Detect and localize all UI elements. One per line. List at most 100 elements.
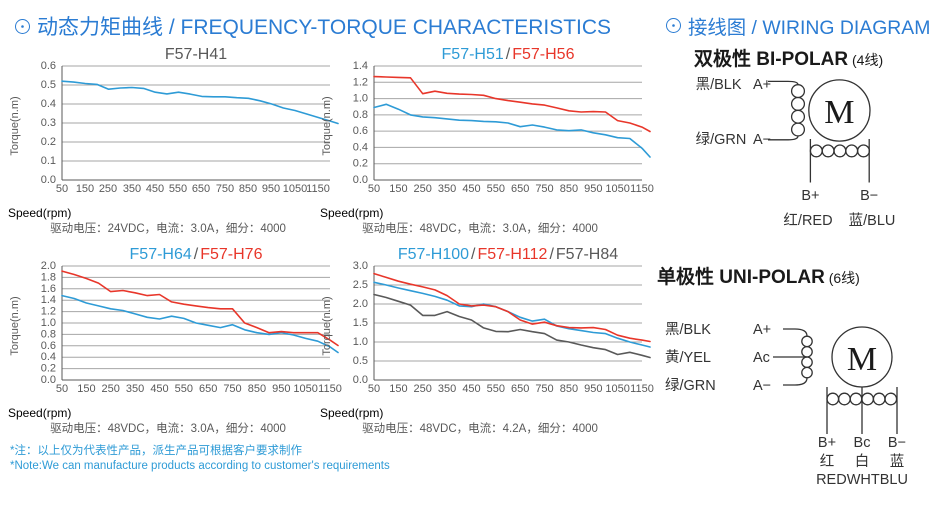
- svg-text:350: 350: [123, 183, 141, 195]
- svg-text:绿/GRN: 绿/GRN: [696, 131, 747, 148]
- svg-text:50: 50: [56, 383, 68, 395]
- svg-text:绿/GRN: 绿/GRN: [665, 377, 716, 394]
- svg-text:1.2: 1.2: [41, 306, 56, 318]
- svg-text:1.2: 1.2: [353, 76, 368, 88]
- svg-text:950: 950: [262, 183, 280, 195]
- svg-text:450: 450: [146, 183, 164, 195]
- svg-text:0.0: 0.0: [353, 174, 368, 186]
- svg-text:1.4: 1.4: [41, 294, 56, 306]
- svg-text:850: 850: [560, 183, 578, 195]
- svg-text:1150: 1150: [630, 383, 654, 395]
- svg-text:450: 450: [462, 183, 480, 195]
- svg-text:1.8: 1.8: [41, 271, 56, 283]
- svg-text:1.6: 1.6: [41, 283, 56, 295]
- svg-text:Torque(n.m): Torque(n.m): [321, 96, 333, 155]
- svg-text:Ac: Ac: [753, 350, 770, 366]
- svg-text:550: 550: [487, 383, 505, 395]
- svg-text:2.0: 2.0: [41, 260, 56, 272]
- svg-text:0.2: 0.2: [41, 136, 56, 148]
- svg-text:0.8: 0.8: [353, 109, 368, 121]
- svg-text:0.3: 0.3: [41, 117, 56, 129]
- svg-text:B+: B+: [818, 435, 836, 451]
- svg-text:0.1: 0.1: [41, 155, 56, 167]
- svg-text:黄/YEL: 黄/YEL: [665, 349, 711, 366]
- svg-text:650: 650: [199, 383, 217, 395]
- svg-text:0.6: 0.6: [41, 340, 56, 352]
- svg-text:950: 950: [584, 183, 602, 195]
- svg-text:450: 450: [150, 383, 168, 395]
- svg-text:1050: 1050: [293, 383, 317, 395]
- svg-text:150: 150: [76, 183, 94, 195]
- svg-text:1.0: 1.0: [353, 336, 368, 348]
- svg-text:0.4: 0.4: [41, 98, 56, 110]
- svg-text:450: 450: [462, 383, 480, 395]
- svg-text:350: 350: [438, 383, 456, 395]
- svg-text:250: 250: [414, 183, 432, 195]
- svg-text:50: 50: [56, 183, 68, 195]
- svg-text:950: 950: [272, 383, 290, 395]
- svg-text:0.6: 0.6: [41, 60, 56, 72]
- svg-text:Bc: Bc: [854, 435, 871, 451]
- svg-text:0.0: 0.0: [41, 374, 56, 386]
- svg-text:250: 250: [102, 383, 120, 395]
- svg-text:1050: 1050: [605, 183, 629, 195]
- svg-text:250: 250: [99, 183, 117, 195]
- svg-text:550: 550: [169, 183, 187, 195]
- svg-text:750: 750: [535, 183, 553, 195]
- svg-text:350: 350: [126, 383, 144, 395]
- svg-text:1.4: 1.4: [353, 60, 368, 72]
- svg-text:2.0: 2.0: [353, 298, 368, 310]
- svg-text:650: 650: [511, 183, 529, 195]
- svg-text:红: 红: [820, 453, 835, 470]
- svg-text:红/RED: 红/RED: [783, 212, 832, 229]
- svg-text:50: 50: [368, 383, 380, 395]
- svg-text:1050: 1050: [605, 383, 629, 395]
- svg-text:A+: A+: [753, 322, 771, 338]
- svg-text:B+: B+: [801, 188, 819, 204]
- svg-text:黑/BLK: 黑/BLK: [665, 322, 711, 338]
- svg-text:3.0: 3.0: [353, 260, 368, 272]
- svg-text:750: 750: [535, 383, 553, 395]
- svg-text:B−: B−: [860, 188, 878, 204]
- svg-text:黑/BLK: 黑/BLK: [696, 77, 742, 93]
- svg-text:1050: 1050: [283, 183, 307, 195]
- svg-text:白: 白: [855, 453, 870, 470]
- svg-text:1.0: 1.0: [41, 317, 56, 329]
- svg-text:150: 150: [389, 383, 407, 395]
- svg-text:250: 250: [414, 383, 432, 395]
- svg-text:50: 50: [368, 183, 380, 195]
- svg-text:1150: 1150: [630, 183, 654, 195]
- svg-text:650: 650: [192, 183, 210, 195]
- svg-text:0.2: 0.2: [41, 363, 56, 375]
- svg-text:0.6: 0.6: [353, 125, 368, 137]
- svg-text:Torque(n.m): Torque(n.m): [321, 296, 333, 355]
- svg-text:550: 550: [487, 183, 505, 195]
- svg-text:850: 850: [560, 383, 578, 395]
- svg-text:0.0: 0.0: [353, 374, 368, 386]
- svg-text:0.2: 0.2: [353, 158, 368, 170]
- svg-text:850: 850: [239, 183, 257, 195]
- svg-text:REDWHTBLU: REDWHTBLU: [816, 472, 908, 488]
- svg-text:蓝/BLU: 蓝/BLU: [849, 212, 896, 229]
- svg-text:A+: A+: [753, 77, 771, 93]
- svg-text:Torque(n.m): Torque(n.m): [9, 96, 21, 155]
- svg-text:750: 750: [216, 183, 234, 195]
- svg-text:蓝: 蓝: [890, 453, 905, 470]
- svg-text:0.5: 0.5: [41, 79, 56, 91]
- svg-text:1.0: 1.0: [353, 93, 368, 105]
- svg-text:0.5: 0.5: [353, 355, 368, 367]
- svg-text:0.4: 0.4: [41, 351, 56, 363]
- svg-text:1.5: 1.5: [353, 317, 368, 329]
- svg-text:B−: B−: [888, 435, 906, 451]
- svg-text:150: 150: [77, 383, 95, 395]
- svg-text:0.8: 0.8: [41, 328, 56, 340]
- svg-text:A−: A−: [753, 378, 771, 394]
- svg-text:2.5: 2.5: [353, 279, 368, 291]
- svg-text:0.4: 0.4: [353, 141, 368, 153]
- svg-text:650: 650: [511, 383, 529, 395]
- svg-text:Torque(n.m): Torque(n.m): [9, 296, 21, 355]
- svg-text:150: 150: [389, 183, 407, 195]
- svg-text:850: 850: [248, 383, 266, 395]
- svg-text:550: 550: [175, 383, 193, 395]
- svg-text:M: M: [824, 94, 854, 131]
